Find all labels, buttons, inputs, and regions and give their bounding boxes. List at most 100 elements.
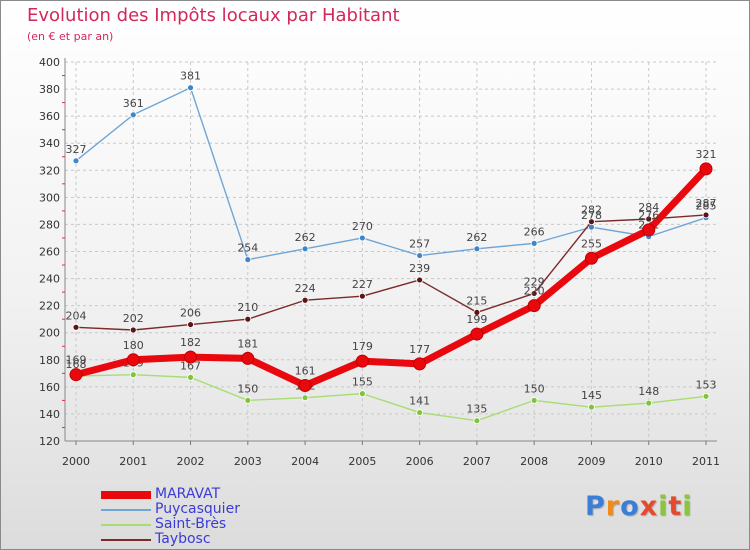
legend-label-puycasquier: Puycasquier [155, 501, 240, 517]
point-taybosc-2009 [588, 218, 595, 226]
legend-swatch-puycasquier [101, 509, 151, 511]
point-saint-bres-2002 [187, 373, 194, 381]
point-saint-bres-2005 [358, 390, 366, 398]
x-tick-label: 2006 [406, 455, 434, 468]
logo-letter: o [620, 491, 640, 522]
chart-subtitle: (en € et par an) [27, 30, 114, 43]
y-tick-label: 120 [39, 435, 60, 448]
series-line-maravat [72, 165, 710, 390]
point-saint-bres-2008 [530, 396, 538, 404]
logo-letter: t [668, 491, 683, 522]
legend-item-maravat: MARAVAT [101, 487, 301, 502]
point-taybosc-2001 [129, 326, 137, 334]
point-taybosc-2007 [473, 309, 481, 316]
point-taybosc-2006 [416, 276, 424, 284]
legend-item-taybosc: Taybosc [101, 532, 301, 547]
x-tick-label: 2008 [520, 455, 548, 468]
point-taybosc-2002 [187, 321, 194, 328]
series-line-taybosc [75, 214, 707, 331]
x-tick-label: 2011 [692, 455, 720, 468]
point-saint-bres-2009 [588, 403, 595, 411]
y-tick-label: 140 [39, 408, 60, 421]
data-label-puycasquier-2000: 327 [66, 143, 87, 156]
logo-letter: i [658, 491, 669, 522]
y-tick-label: 360 [39, 110, 60, 123]
point-maravat-2006 [413, 357, 427, 371]
data-label-taybosc-2008: 229 [524, 275, 545, 288]
data-label-puycasquier-2005: 270 [352, 220, 373, 233]
data-label-taybosc-2006: 239 [409, 262, 430, 275]
series-line-saint-bres [75, 373, 707, 422]
x-tick-label: 2004 [291, 455, 319, 468]
data-label-taybosc-2005: 227 [352, 278, 373, 291]
data-label-saint-bres-2000: 168 [66, 358, 87, 371]
point-saint-bres-2010 [645, 399, 653, 407]
legend-item-saint-bres: Saint-Brès [101, 517, 301, 532]
chart-title: Evolution des Impôts locaux par Habitant [27, 5, 400, 26]
y-tick-label: 240 [39, 273, 60, 286]
point-maravat-2007 [470, 327, 484, 341]
legend-item-puycasquier: Puycasquier [101, 502, 301, 517]
data-label-saint-bres-2009: 145 [581, 389, 602, 402]
point-puycasquier-2008 [530, 239, 538, 247]
series-line-puycasquier [75, 87, 707, 261]
data-label-maravat-2003: 181 [237, 337, 258, 350]
x-tick-label: 2000 [62, 455, 90, 468]
y-tick-label: 380 [39, 83, 60, 96]
point-puycasquier-2004 [301, 245, 309, 253]
data-label-puycasquier-2002: 381 [180, 70, 201, 83]
data-label-maravat-2009: 255 [581, 237, 602, 250]
data-label-puycasquier-2008: 266 [524, 225, 545, 238]
point-saint-bres-2001 [129, 371, 137, 379]
legend-label-taybosc: Taybosc [155, 531, 211, 547]
data-label-maravat-2008: 220 [524, 285, 545, 298]
point-puycasquier-2002 [187, 84, 194, 92]
legend: MARAVAT Puycasquier Saint-Brès Taybosc [101, 487, 301, 547]
y-tick-label: 220 [39, 300, 60, 313]
y-tick-label: 160 [39, 381, 60, 394]
data-label-taybosc-2007: 215 [466, 294, 487, 307]
data-label-puycasquier-2009: 278 [581, 209, 602, 222]
point-maravat-2008 [527, 299, 541, 313]
data-label-saint-bres-2006: 141 [409, 395, 430, 408]
data-label-saint-bres-2008: 150 [524, 382, 545, 395]
logo-letter: i [682, 491, 693, 522]
logo-letter: r [605, 491, 621, 522]
x-tick-label: 2007 [463, 455, 491, 468]
point-taybosc-2011 [702, 211, 710, 219]
logo-letter: x [639, 491, 659, 522]
data-label-puycasquier-2001: 361 [123, 97, 144, 110]
point-maravat-2009 [584, 251, 598, 265]
point-maravat-2000 [69, 368, 83, 382]
legend-swatch-taybosc [101, 539, 151, 541]
point-saint-bres-2003 [244, 396, 252, 404]
y-tick-label: 200 [39, 327, 60, 340]
data-label-puycasquier-2011: 285 [696, 200, 717, 213]
x-tick-label: 2005 [348, 455, 376, 468]
data-label-taybosc-2004: 224 [295, 282, 316, 295]
data-label-maravat-2006: 177 [409, 343, 430, 356]
y-tick-label: 400 [39, 56, 60, 69]
data-label-taybosc-2002: 206 [180, 307, 201, 320]
data-label-saint-bres-2002: 167 [180, 359, 201, 372]
data-label-maravat-2007: 199 [466, 313, 487, 326]
y-tick-label: 320 [39, 164, 60, 177]
data-label-maravat-2000: 169 [66, 354, 87, 367]
point-taybosc-2003 [244, 315, 252, 323]
point-puycasquier-2001 [129, 111, 137, 119]
y-tick-label: 300 [39, 191, 60, 204]
y-tick-label: 340 [39, 137, 60, 150]
y-tick-label: 260 [39, 246, 60, 259]
point-puycasquier-2003 [244, 256, 252, 264]
point-saint-bres-2004 [301, 394, 309, 402]
point-taybosc-2000 [72, 323, 80, 331]
data-label-taybosc-2009: 282 [581, 204, 602, 217]
data-label-maravat-2001: 180 [123, 339, 144, 352]
x-tick-label: 2002 [177, 455, 205, 468]
data-label-saint-bres-2005: 155 [352, 376, 373, 389]
y-tick-label: 280 [39, 218, 60, 231]
data-label-taybosc-2011: 287 [696, 197, 717, 210]
legend-label-saint-bres: Saint-Brès [155, 516, 227, 532]
logo-letter: P [585, 491, 606, 522]
